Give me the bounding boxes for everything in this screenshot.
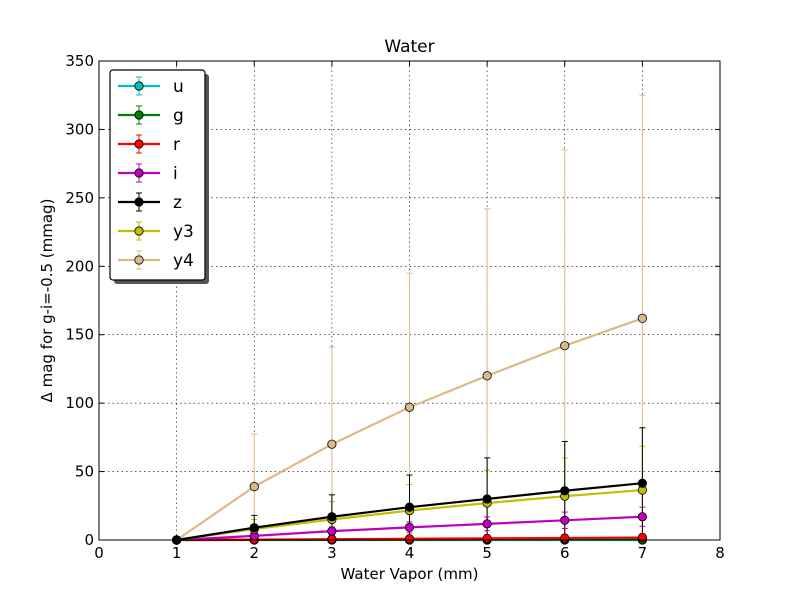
y-tick-label: 50 xyxy=(75,463,94,481)
data-point-z xyxy=(404,502,415,512)
legend-swatch-marker xyxy=(134,168,144,178)
data-point-z xyxy=(482,494,492,504)
legend-entry-y4: y4 xyxy=(118,250,194,271)
x-tick-label: 4 xyxy=(405,544,415,562)
data-point-z xyxy=(249,523,259,533)
data-point-z xyxy=(560,486,570,496)
y-tick-label: 200 xyxy=(65,257,94,275)
x-tick-label: 7 xyxy=(638,544,648,562)
chart-title: Water xyxy=(384,37,434,57)
data-point-i xyxy=(404,522,415,533)
legend-swatch-marker xyxy=(134,110,144,120)
legend-label: y3 xyxy=(173,222,194,242)
y-axis-ticks: 0 50 100 150 200 250 300 350 xyxy=(65,52,720,549)
data-point-y4 xyxy=(327,439,337,449)
y-axis-label: Δ mag for g-i=-0.5 (mmag) xyxy=(38,199,56,403)
x-tick-label: 2 xyxy=(249,544,259,562)
data-point-r xyxy=(327,534,337,544)
y-tick-label: 300 xyxy=(65,120,94,138)
legend-swatch-marker xyxy=(134,226,144,236)
data-point-y4 xyxy=(637,313,647,323)
legend-box xyxy=(109,69,206,281)
data-point-r xyxy=(482,533,492,543)
legend-entry-z: z xyxy=(118,192,182,213)
legend-swatch-marker xyxy=(134,139,144,149)
data-point-y4 xyxy=(560,341,570,351)
x-tick-label: 0 xyxy=(94,544,104,562)
legend-entry-r: r xyxy=(118,134,180,155)
legend-label: u xyxy=(173,77,184,97)
x-tick-label: 1 xyxy=(172,544,182,562)
data-point-y4 xyxy=(482,371,492,381)
data-point-y4 xyxy=(249,482,259,492)
legend-entry-i: i xyxy=(118,163,178,184)
plot-frame xyxy=(98,60,721,541)
legend-swatch-marker xyxy=(134,255,144,265)
x-tick-label: 8 xyxy=(715,544,725,562)
legend-label: r xyxy=(173,135,180,155)
y-tick-label: 0 xyxy=(84,531,94,549)
x-tick-label: 5 xyxy=(482,544,492,562)
data-point-i xyxy=(327,526,337,536)
data-point-z xyxy=(327,512,337,522)
legend-swatch-marker xyxy=(134,197,144,207)
legend-entry-u: u xyxy=(118,76,184,97)
data-point-y4 xyxy=(404,402,415,412)
legend-label: g xyxy=(173,106,184,126)
legend-swatch-marker xyxy=(134,81,144,91)
data-point-i xyxy=(560,515,570,525)
data-point-i xyxy=(482,519,492,529)
data-point-r xyxy=(404,534,415,544)
legend-label: i xyxy=(173,164,178,184)
y-tick-label: 350 xyxy=(65,52,94,70)
y-tick-label: 150 xyxy=(65,326,94,344)
x-tick-label: 6 xyxy=(560,544,570,562)
x-axis-label: Water Vapor (mm) xyxy=(341,565,479,583)
legend-entry-g: g xyxy=(118,105,184,126)
y-tick-label: 100 xyxy=(65,394,94,412)
data-point-r xyxy=(560,533,570,543)
x-tick-label: 3 xyxy=(327,544,337,562)
data-point-z xyxy=(637,478,647,488)
y-tick-label: 250 xyxy=(65,189,94,207)
data-point-i xyxy=(637,512,647,522)
legend-entry-y3: y3 xyxy=(118,221,194,242)
legend-label: y4 xyxy=(173,251,194,271)
legend-label: z xyxy=(173,193,182,213)
